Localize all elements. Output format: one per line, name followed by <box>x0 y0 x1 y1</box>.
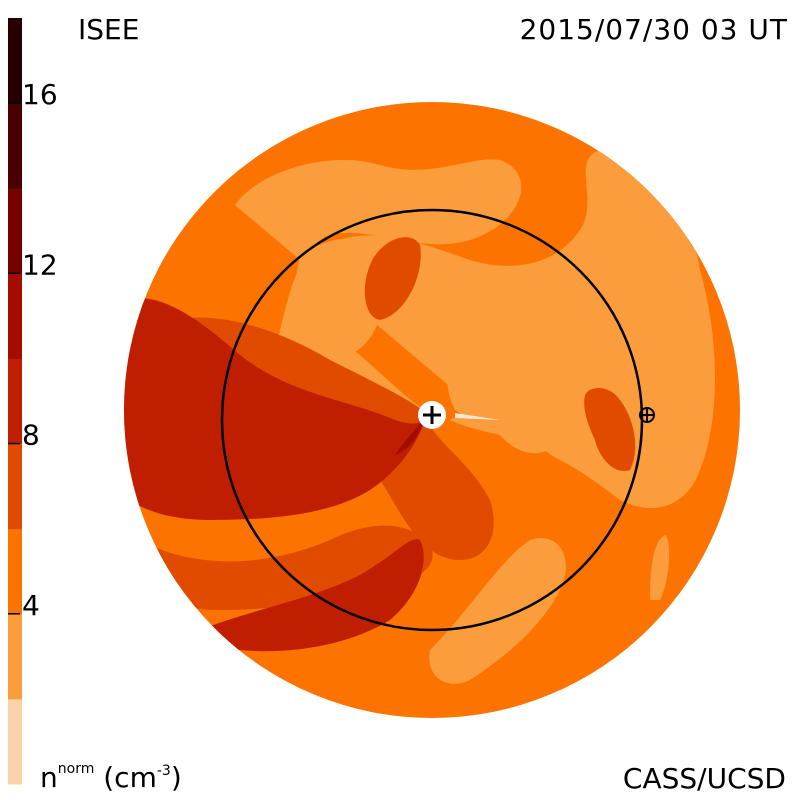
density-level-10-12-region <box>395 418 425 455</box>
units-symbol: n <box>40 761 58 794</box>
units-exponent: -3 <box>156 763 171 779</box>
colorbar-tick-label-16: 16 <box>22 78 58 111</box>
density-level-2-4-region <box>650 535 670 600</box>
density-level-2-4-region <box>447 354 573 454</box>
units-close: ) <box>170 761 182 794</box>
datetime-label: 2015/07/30 03 UT <box>519 13 788 46</box>
colorbar-segment-12-14 <box>8 188 22 274</box>
units-open: (cm <box>94 761 157 794</box>
earth-marker <box>639 407 655 423</box>
colorbar-tick-label-8: 8 <box>22 419 40 452</box>
density-level-6-8-region <box>584 388 636 471</box>
colorbar-segment-8-10 <box>8 358 22 445</box>
density-level-8-10-region <box>200 539 424 652</box>
colorbar-segment-4-6 <box>8 528 22 615</box>
density-level-6-8-region <box>364 237 421 320</box>
colorbar-segment-0-2 <box>8 698 22 785</box>
colorbar-ticks: 4 8 12 16 <box>8 78 58 622</box>
colorbar-segment-16-18 <box>8 18 22 104</box>
colorbar-tick-label-12: 12 <box>22 248 58 281</box>
colorbar-segment-2-4 <box>8 613 22 700</box>
colorbar-segment-6-8 <box>8 443 22 530</box>
density-level-8-10-region <box>124 298 425 520</box>
units-superscript: norm <box>57 761 95 777</box>
sun-marker <box>418 401 500 429</box>
colorbar-segment-14-16 <box>8 103 22 189</box>
colorbar <box>8 18 22 785</box>
credit-label: CASS/UCSD <box>622 762 786 795</box>
density-disk <box>124 102 740 718</box>
density-level-2-4-region <box>429 538 566 684</box>
colorbar-segment-10-12 <box>8 273 22 359</box>
organization-label: ISEE <box>78 13 140 46</box>
units-label: nnorm (cm-3) <box>40 762 182 792</box>
density-level-2-4-region <box>480 276 640 410</box>
density-level-2-4-region <box>295 238 384 357</box>
colorbar-tick-label-4: 4 <box>22 589 40 622</box>
